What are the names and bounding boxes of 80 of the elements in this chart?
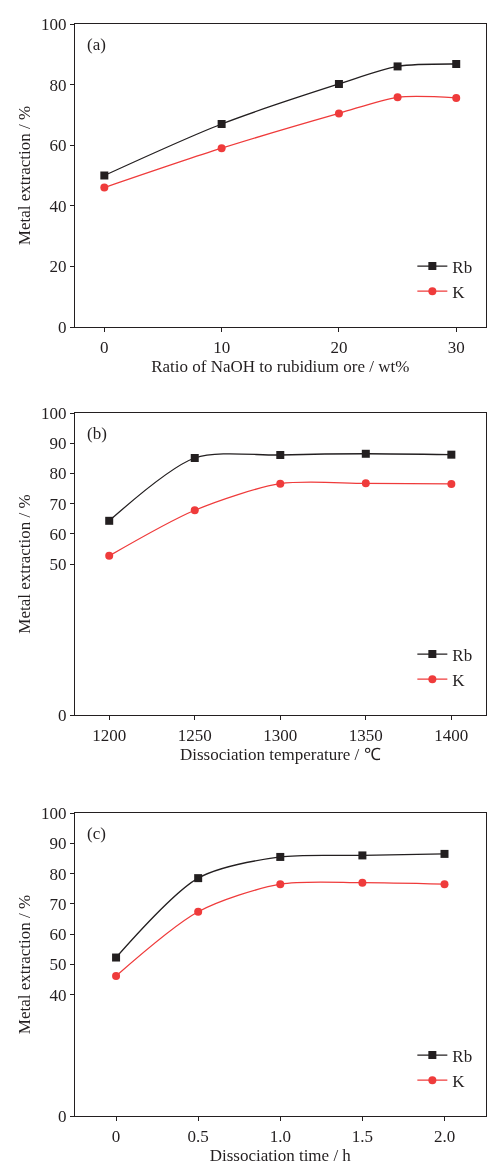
point (276, 479, 285, 488)
x-axis-title: Ratio of NaOH to rubidium ore / wt% (151, 356, 410, 376)
y-tick-label: 60 (49, 925, 67, 945)
y-tick-label: 80 (49, 464, 67, 484)
point (334, 109, 343, 118)
point (358, 851, 367, 860)
y-tick-label: 0 (58, 317, 67, 337)
y-tick-label: 70 (49, 494, 67, 514)
legend-label: Rb (452, 257, 473, 277)
x-tick-label: 1200 (92, 725, 127, 745)
y-tick-label: 50 (49, 955, 67, 975)
y-tick-label: 80 (49, 75, 67, 95)
point (100, 183, 109, 192)
point (276, 880, 285, 889)
point (190, 506, 199, 515)
x-tick-label: 0 (100, 337, 109, 357)
point (361, 449, 370, 458)
x-tick-label: 1250 (177, 725, 212, 745)
point (276, 852, 285, 861)
y-axis-title: Metal extraction / % (14, 494, 34, 634)
y-tick-label: 40 (49, 985, 67, 1005)
y-tick-label: 100 (41, 14, 67, 34)
y-tick-label: 0 (58, 1106, 67, 1126)
x-tick-label: 1350 (348, 725, 383, 745)
point (452, 93, 461, 102)
point (194, 874, 203, 883)
y-tick-label: 80 (49, 864, 67, 884)
legend-label: Rb (452, 645, 473, 665)
y-axis-title: Metal extraction / % (14, 894, 34, 1035)
legend-label: K (452, 282, 466, 302)
annotation: (c) (87, 824, 106, 843)
x-tick-label: 0 (111, 1126, 121, 1146)
y-tick-label: 100 (41, 803, 67, 823)
y-tick-label: 70 (49, 894, 67, 914)
point (361, 479, 370, 488)
point (393, 93, 402, 102)
y-tick-label: 50 (49, 554, 67, 574)
y-tick-label: 60 (49, 524, 67, 544)
point (105, 516, 114, 525)
x-tick-label: 10 (213, 337, 231, 357)
x-tick-label: 2.0 (433, 1126, 456, 1146)
y-tick-label: 20 (49, 257, 67, 277)
x-tick-label: 1300 (263, 725, 298, 745)
legend-label: K (452, 670, 466, 690)
y-tick-label: 90 (49, 834, 67, 854)
annotation: (b) (87, 424, 107, 443)
legend-label: K (452, 1071, 466, 1091)
y-axis-title: Metal extraction / % (14, 105, 34, 246)
point (217, 144, 226, 153)
y-tick-label: 60 (49, 136, 67, 156)
x-tick-label: 0.5 (187, 1126, 209, 1146)
y-tick-label: 40 (49, 196, 67, 216)
point (393, 62, 402, 71)
point (276, 450, 285, 459)
point (105, 551, 114, 560)
point (440, 849, 449, 858)
x-tick-label: 1.0 (269, 1126, 291, 1146)
x-tick-label: 1.5 (351, 1126, 374, 1146)
point (112, 972, 121, 981)
point (112, 953, 121, 962)
annotation: (a) (87, 35, 106, 54)
legend-label: Rb (452, 1046, 473, 1066)
point (100, 171, 109, 180)
y-tick-label: 100 (41, 403, 67, 423)
x-axis-title: Dissociation temperature / ℃ (179, 744, 381, 764)
point (190, 454, 199, 462)
x-tick-label: 20 (330, 337, 348, 357)
point (194, 907, 203, 916)
x-axis-title: Dissociation time / h (209, 1145, 352, 1165)
point (217, 119, 226, 128)
point (452, 60, 461, 68)
x-tick-label: 1400 (434, 725, 469, 745)
y-tick-label: 0 (58, 705, 67, 725)
y-tick-label: 90 (49, 434, 67, 454)
x-tick-label: 30 (447, 337, 465, 357)
point (440, 880, 449, 889)
point (358, 878, 367, 887)
point (334, 79, 343, 88)
point (447, 450, 456, 459)
point (447, 479, 456, 488)
